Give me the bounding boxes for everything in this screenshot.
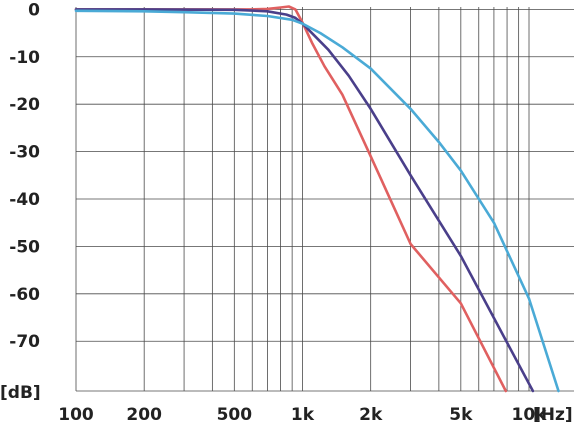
x-tick-label: 500 <box>217 405 253 424</box>
x-tick-label: 1k <box>291 405 315 424</box>
y-tick-label: -10 <box>9 48 40 68</box>
series-lines <box>74 5 560 393</box>
y-tick-label: -20 <box>9 95 40 115</box>
y-tick-label: -30 <box>9 143 40 163</box>
x-tick-label: 10k <box>512 405 548 424</box>
series-line-2 <box>74 8 535 393</box>
y-tick-label: -40 <box>9 190 40 210</box>
x-unit-label: [Hz] <box>533 405 573 424</box>
x-tick-label: 2k <box>359 405 383 424</box>
y-tick-label: -60 <box>9 285 40 305</box>
x-tick-labels: 100 200 500 1k 2k 5k 10k <box>58 405 547 424</box>
grid <box>75 7 574 392</box>
x-tick-label: 200 <box>126 405 162 424</box>
y-tick-label: 0 <box>28 0 40 20</box>
y-tick-labels: 0 -10 -20 -30 -40 -50 -60 -70 <box>9 0 40 352</box>
x-tick-label: 100 <box>58 405 94 424</box>
y-unit-label: [dB] <box>0 383 41 403</box>
x-tick-label: 5k <box>449 405 473 424</box>
series-line-3 <box>74 9 560 393</box>
y-tick-label: -70 <box>9 332 40 352</box>
y-tick-label: -50 <box>9 237 40 257</box>
